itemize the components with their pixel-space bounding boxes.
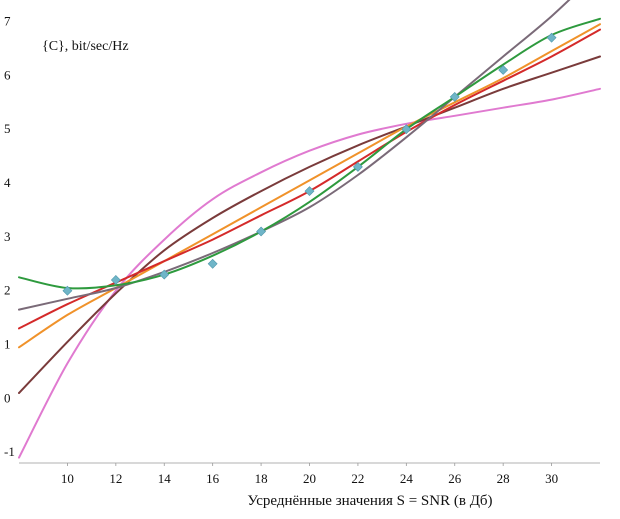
x-tick-label: 12	[109, 471, 122, 486]
series-line-2	[18, 55, 601, 394]
data-point-marker	[110, 275, 121, 285]
data-point-marker	[498, 65, 509, 75]
x-tick-label: 14	[158, 471, 172, 486]
x-tick-label: 16	[206, 471, 220, 486]
data-point-marker	[352, 161, 363, 172]
x-tick-label: 20	[303, 471, 316, 486]
series-line-6	[18, 17, 601, 290]
x-tick-label: 18	[255, 471, 268, 486]
y-tick-layer: -1 0 1 2 3 4 5 6 7	[4, 14, 15, 460]
series-line-5	[18, 0, 571, 311]
data-point-marker	[62, 285, 73, 296]
marker-layer	[62, 32, 557, 296]
data-point-marker	[546, 32, 557, 43]
series-layer	[18, 0, 601, 459]
y-tick-label: 2	[4, 283, 11, 298]
x-axis-label: Усреднённые значения S = SNR (в Дб)	[247, 493, 492, 509]
y-axis-label: {C}, bit/sec/Hz	[42, 39, 129, 54]
x-tick-label: 24	[400, 471, 414, 486]
data-point-marker	[304, 186, 315, 197]
x-tick-label: 26	[448, 471, 462, 486]
y-tick-label: 5	[4, 121, 11, 136]
x-tick-label: 30	[545, 471, 558, 486]
y-tick-label: 4	[4, 175, 11, 190]
data-point-marker	[159, 269, 170, 280]
x-tick-label: 22	[351, 471, 364, 486]
series-line-3	[18, 23, 601, 349]
y-tick-label: 6	[4, 67, 11, 82]
data-point-marker	[207, 258, 218, 269]
data-point-marker	[401, 124, 412, 135]
x-tick-layer: 10 12 14 16 18 20 22 24 26 28 30	[61, 463, 558, 486]
data-point-marker	[449, 91, 460, 102]
x-tick-label: 10	[61, 471, 74, 486]
data-point-marker	[256, 226, 267, 237]
x-tick-label: 28	[497, 471, 510, 486]
y-tick-label: -1	[4, 444, 15, 459]
y-tick-label: 3	[4, 229, 11, 244]
y-tick-label: 7	[4, 14, 11, 29]
y-tick-label: 1	[4, 337, 11, 352]
series-line-1	[18, 87, 601, 459]
series-line-4	[18, 28, 601, 330]
y-tick-label: 0	[4, 390, 11, 405]
